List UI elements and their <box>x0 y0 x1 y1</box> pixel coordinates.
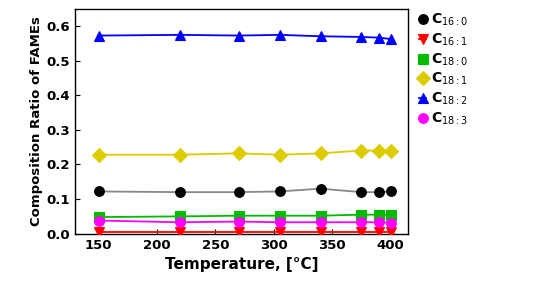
C$_{18:1}$ <box>277 153 283 156</box>
C$_{18:1}$ <box>376 149 382 152</box>
C$_{16:0}$ <box>317 187 324 190</box>
C$_{18:2}$ <box>317 34 324 38</box>
C$_{18:3}$ <box>177 221 184 224</box>
C$_{18:3}$ <box>96 219 102 222</box>
C$_{18:1}$ <box>236 152 242 155</box>
C$_{16:0}$ <box>96 190 102 193</box>
C$_{18:1}$ <box>317 152 324 155</box>
C$_{16:1}$ <box>387 231 394 234</box>
Line: C$_{18:3}$: C$_{18:3}$ <box>93 216 395 227</box>
C$_{18:0}$ <box>277 214 283 217</box>
C$_{18:1}$ <box>177 153 184 156</box>
C$_{18:2}$ <box>376 36 382 39</box>
C$_{18:3}$ <box>387 221 394 224</box>
C$_{16:1}$ <box>376 231 382 234</box>
C$_{18:3}$ <box>236 220 242 223</box>
C$_{18:3}$ <box>317 221 324 224</box>
C$_{18:0}$ <box>376 213 382 216</box>
C$_{18:3}$ <box>358 221 365 224</box>
C$_{16:1}$ <box>358 231 365 234</box>
Line: C$_{18:0}$: C$_{18:0}$ <box>93 210 395 222</box>
C$_{16:0}$ <box>358 190 365 194</box>
C$_{18:2}$ <box>277 33 283 36</box>
Line: C$_{18:2}$: C$_{18:2}$ <box>93 30 395 44</box>
C$_{16:0}$ <box>177 190 184 194</box>
Line: C$_{16:0}$: C$_{16:0}$ <box>93 184 395 197</box>
C$_{18:2}$ <box>236 34 242 37</box>
C$_{18:0}$ <box>387 213 394 216</box>
C$_{18:2}$ <box>177 33 184 36</box>
C$_{16:1}$ <box>317 231 324 234</box>
C$_{16:0}$ <box>277 190 283 193</box>
C$_{18:1}$ <box>358 149 365 152</box>
C$_{18:0}$ <box>317 214 324 217</box>
C$_{18:0}$ <box>96 215 102 219</box>
C$_{18:0}$ <box>358 213 365 216</box>
Line: C$_{18:1}$: C$_{18:1}$ <box>93 146 395 160</box>
Legend: C$_{16:0}$, C$_{16:1}$, C$_{18:0}$, C$_{18:1}$, C$_{18:2}$, C$_{18:3}$: C$_{16:0}$, C$_{16:1}$, C$_{18:0}$, C$_{… <box>418 11 470 128</box>
C$_{16:1}$ <box>236 231 242 234</box>
C$_{16:1}$ <box>177 231 184 234</box>
C$_{16:1}$ <box>96 231 102 234</box>
C$_{18:2}$ <box>387 37 394 41</box>
C$_{18:1}$ <box>96 153 102 156</box>
C$_{18:2}$ <box>358 35 365 39</box>
C$_{18:2}$ <box>96 34 102 37</box>
C$_{18:0}$ <box>236 214 242 217</box>
Y-axis label: Composition Ratio of FAMEs: Composition Ratio of FAMEs <box>30 16 42 226</box>
X-axis label: Temperature, [°C]: Temperature, [°C] <box>165 257 318 272</box>
C$_{18:3}$ <box>376 221 382 224</box>
C$_{16:1}$ <box>277 231 283 234</box>
C$_{18:3}$ <box>277 221 283 224</box>
C$_{16:0}$ <box>387 190 394 193</box>
C$_{18:0}$ <box>177 215 184 218</box>
C$_{18:1}$ <box>387 149 394 152</box>
C$_{16:0}$ <box>376 190 382 194</box>
Line: C$_{16:1}$: C$_{16:1}$ <box>93 227 395 237</box>
C$_{16:0}$ <box>236 190 242 194</box>
